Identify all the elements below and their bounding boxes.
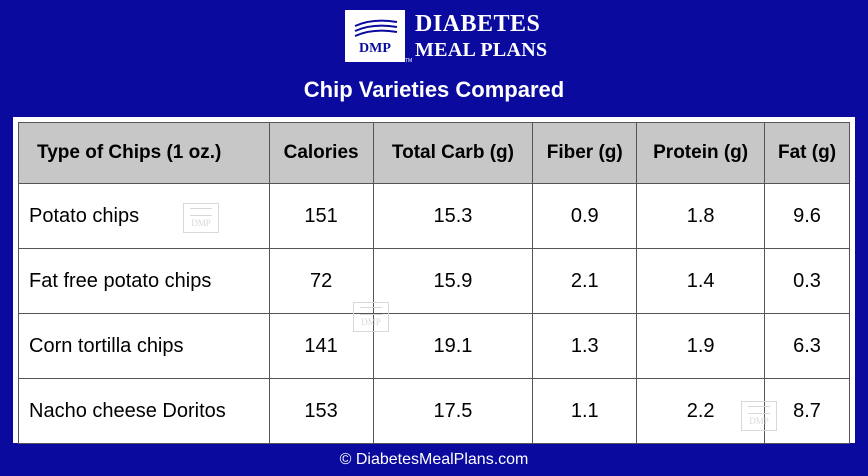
table-cell: 141 [268, 313, 374, 379]
table-cell: 1.8 [636, 183, 766, 249]
logo-badge: DMP [345, 10, 405, 62]
column-header: Fat (g) [764, 122, 850, 184]
table-cell: 17.5 [372, 378, 534, 444]
table-cell: 9.6 [764, 183, 850, 249]
table-cell: 2.1 [532, 248, 638, 314]
copyright-footer: © DiabetesMealPlans.com [339, 451, 529, 468]
table-cell: 0.3 [764, 248, 850, 314]
comparison-table: Type of Chips (1 oz.) Calories Total Car… [18, 122, 850, 444]
table-cell: 6.3 [764, 313, 850, 379]
table-cell: 15.3 [372, 183, 534, 249]
table-row: Fat free potato chips 72 15.9 2.1 1.4 0.… [18, 248, 850, 314]
table-cell: 1.3 [532, 313, 638, 379]
table-row: Nacho cheese Doritos 153 17.5 1.1 2.2 8.… [18, 378, 850, 444]
watermark-logo: DMP [183, 203, 219, 233]
column-header: Calories [268, 122, 374, 184]
logo: DMP DIABETES MEAL PLANS [345, 10, 547, 62]
column-header: Type of Chips (1 oz.) [18, 122, 270, 184]
logo-badge-text: DMP [359, 41, 391, 56]
table-cell: 1.9 [636, 313, 766, 379]
table-cell: 0.9 [532, 183, 638, 249]
table-row: Potato chips 151 15.3 0.9 1.8 9.6 [18, 183, 850, 249]
comparison-table-panel: Type of Chips (1 oz.) Calories Total Car… [13, 117, 855, 444]
table-cell: 72 [268, 248, 374, 314]
logo-waves-icon [354, 19, 398, 37]
column-header: Fiber (g) [532, 122, 638, 184]
table-header-row: Type of Chips (1 oz.) Calories Total Car… [18, 122, 850, 184]
trademark-mark: TM [405, 58, 413, 64]
watermark-logo: DMP [353, 302, 389, 332]
table-cell: 19.1 [372, 313, 534, 379]
column-header: Total Carb (g) [372, 122, 534, 184]
table-cell: Potato chips [18, 183, 270, 249]
table-cell: 1.4 [636, 248, 766, 314]
table-cell: 8.7 [764, 378, 850, 444]
table-cell: Fat free potato chips [18, 248, 270, 314]
logo-wordmark: DIABETES MEAL PLANS [415, 12, 547, 60]
table-cell: Corn tortilla chips [18, 313, 270, 379]
page-title: Chip Varieties Compared [303, 77, 565, 102]
watermark-logo: DMP [741, 401, 777, 431]
table-cell: 151 [268, 183, 374, 249]
table-cell: 15.9 [372, 248, 534, 314]
logo-line-1: DIABETES [415, 11, 541, 37]
logo-line-2: MEAL PLANS [415, 39, 548, 61]
table-row: Corn tortilla chips 141 19.1 1.3 1.9 6.3 [18, 313, 850, 379]
table-cell: Nacho cheese Doritos [18, 378, 270, 444]
column-header: Protein (g) [636, 122, 766, 184]
table-cell: 153 [268, 378, 374, 444]
table-cell: 1.1 [532, 378, 638, 444]
